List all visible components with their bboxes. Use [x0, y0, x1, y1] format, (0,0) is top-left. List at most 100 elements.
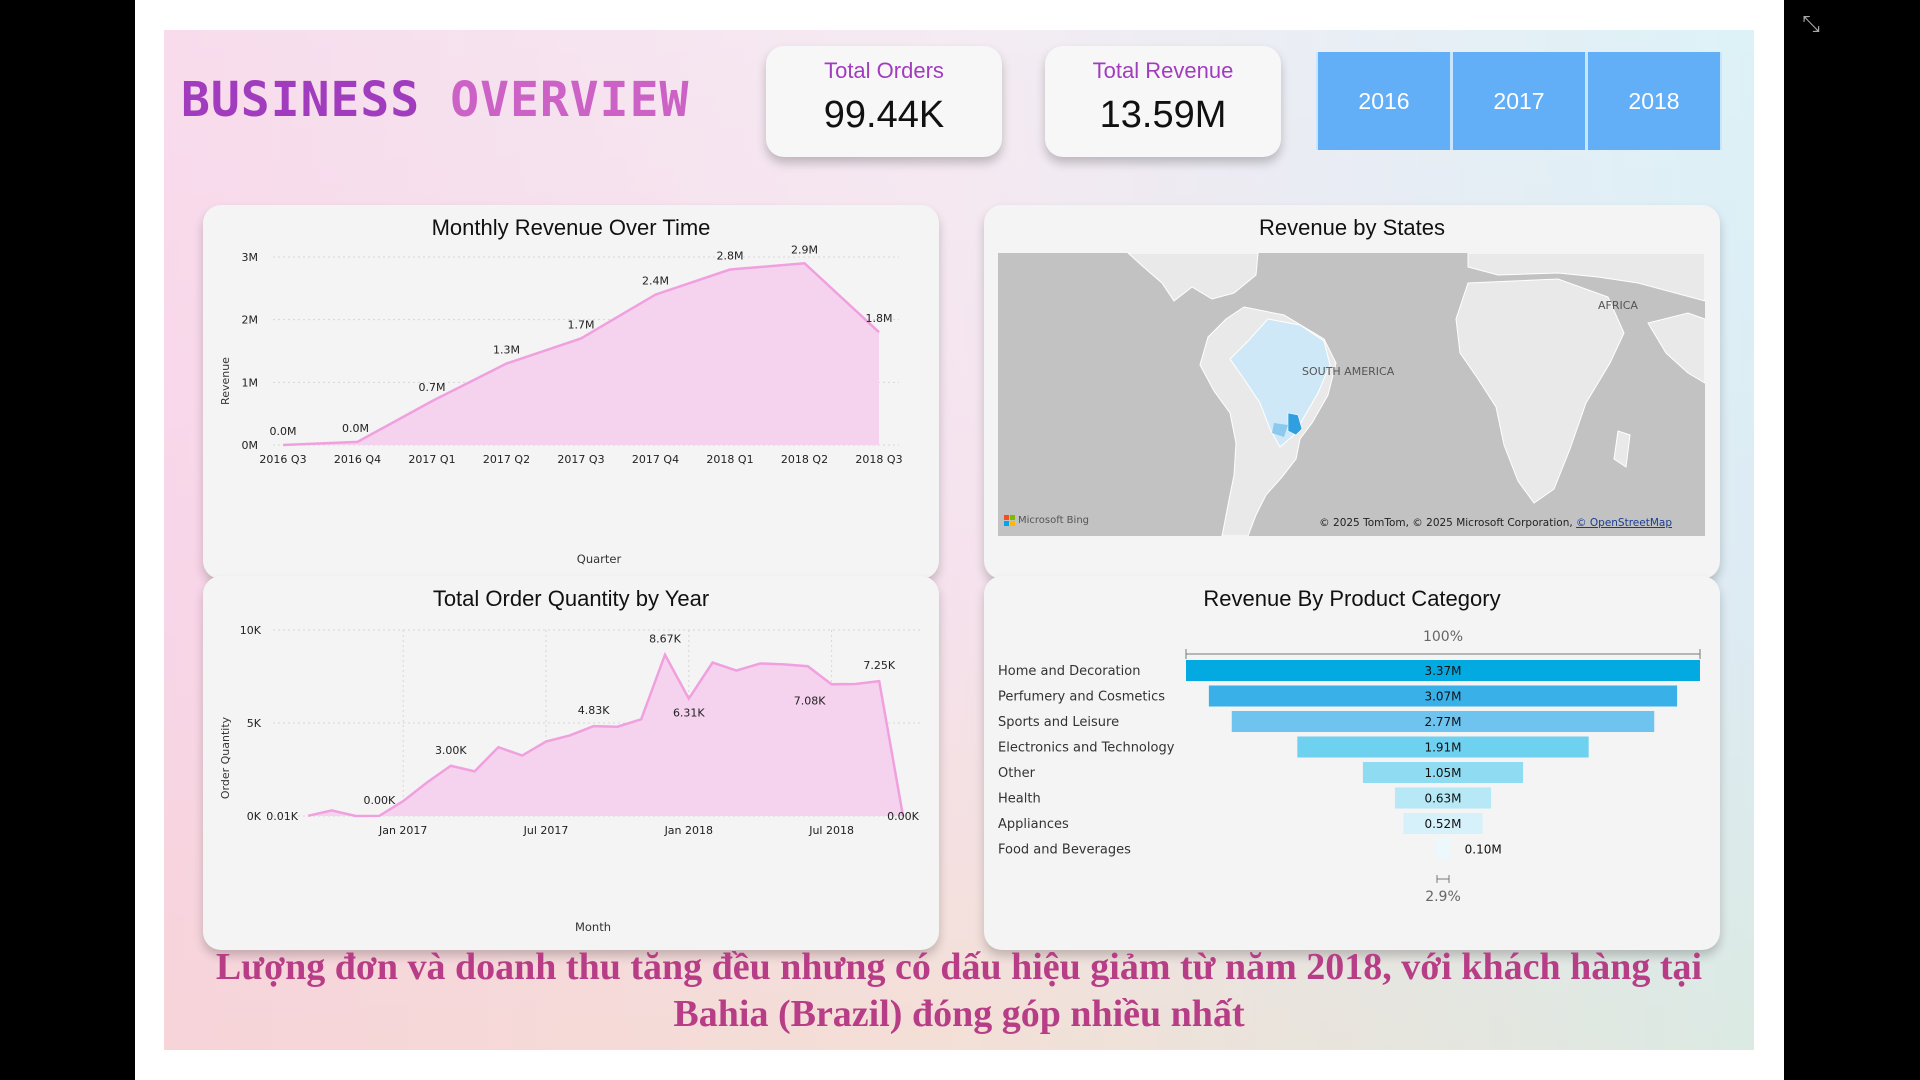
map-provider-label: Microsoft Bing	[1018, 515, 1090, 526]
funnel-bar[interactable]	[1362, 762, 1524, 783]
bing-logo: Microsoft Bing	[1004, 515, 1089, 526]
funnel-bar[interactable]	[1186, 660, 1700, 681]
funnel-bar[interactable]	[1403, 813, 1483, 834]
data-label: 0.0M	[342, 422, 369, 435]
data-label: 0.7M	[419, 381, 446, 394]
funnel-bottom-percent: 2.9%	[1425, 889, 1461, 905]
bar-value-label: 1.05M	[1424, 766, 1461, 780]
map-credit: © 2025 TomTom, © 2025 Microsoft Corporat…	[1319, 517, 1672, 529]
data-label: 1.7M	[568, 318, 595, 331]
card-revenue-states[interactable]: Revenue by States AFRICA SOUTH AMERICA	[984, 205, 1720, 579]
data-label: 6.31K	[673, 707, 705, 720]
x-tick-label: 2018 Q3	[855, 453, 902, 466]
funnel-bar[interactable]	[1435, 838, 1451, 860]
x-tick-label: 2017 Q2	[483, 453, 530, 466]
title-word-business: BUSINESS	[181, 72, 421, 128]
x-tick-label: Jan 2018	[664, 824, 713, 837]
x-tick-label: 2018 Q2	[781, 453, 828, 466]
title-word-overview: OVERVIEW	[450, 72, 690, 128]
x-tick-label: 2017 Q1	[408, 453, 455, 466]
y-axis-label: Order Quantity	[219, 716, 232, 799]
x-tick-label: 2017 Q4	[632, 453, 679, 466]
microsoft-logo-icon	[1004, 515, 1015, 526]
year-button-2016[interactable]: 2016	[1318, 52, 1450, 150]
data-label: 0.00K	[887, 810, 919, 823]
report-page: BUSINESS OVERVIEW Total Orders 99.44K Tot…	[135, 0, 1784, 1080]
data-label: 1.8M	[866, 312, 893, 325]
collapse-arrows-icon[interactable]: ⤡	[1802, 12, 1820, 37]
bar-value-label: 0.52M	[1424, 817, 1461, 831]
category-label: Perfumery and Cosmetics	[998, 690, 1165, 705]
data-label: 7.25K	[863, 659, 895, 672]
data-label: 2.8M	[717, 250, 744, 263]
funnel-bar[interactable]	[1208, 685, 1678, 707]
year-button-2017[interactable]: 2017	[1453, 52, 1585, 150]
x-axis-label: Month	[575, 920, 611, 934]
x-tick-label: 2018 Q1	[706, 453, 753, 466]
page-title: BUSINESS OVERVIEW	[181, 72, 689, 128]
category-label: Health	[998, 792, 1041, 807]
x-tick-label: 2016 Q3	[259, 453, 306, 466]
data-label: 0.0M	[270, 425, 297, 438]
category-label: Home and Decoration	[998, 664, 1140, 679]
map-credit-text: © 2025 TomTom, © 2025 Microsoft Corporat…	[1319, 517, 1573, 529]
data-label: 7.08K	[794, 694, 826, 707]
data-label: 3.00K	[435, 744, 467, 757]
kpi-card-total-orders[interactable]: Total Orders 99.44K	[766, 46, 1002, 157]
chart-title-monthly-revenue: Monthly Revenue Over Time	[431, 215, 711, 240]
category-label: Food and Beverages	[998, 843, 1131, 858]
card-monthly-revenue[interactable]: Monthly Revenue Over Time 0M 1M 2M 3M 2016 …	[203, 205, 939, 579]
card-order-quantity[interactable]: Total Order Quantity by Year 0K 5K 10K Jan…	[203, 576, 939, 950]
funnel-bar[interactable]	[1297, 736, 1589, 758]
bar-value-label: 2.77M	[1424, 715, 1461, 729]
order-quantity-area	[308, 654, 903, 816]
world-map	[1127, 253, 1705, 536]
bar-value-label: 0.63M	[1424, 792, 1461, 806]
y-axis-label: Revenue	[219, 357, 232, 405]
product-category-funnel: 100% Home and Decoration 3.37M Perfumery a…	[998, 629, 1701, 905]
y-tick-label: 5K	[247, 717, 262, 730]
y-tick-label: 0K	[247, 810, 262, 823]
revenue-area	[283, 263, 879, 445]
conclusion-text: Lượng đơn và doanh thu tăng đều nhưng có…	[215, 946, 1703, 1035]
x-tick-label: Jan 2017	[378, 824, 427, 837]
category-label: Electronics and Technology	[998, 741, 1175, 756]
data-label: 2.4M	[642, 275, 669, 288]
kpi-card-total-revenue[interactable]: Total Revenue 13.59M	[1045, 46, 1281, 157]
kpi-value-total-revenue: 13.59M	[1099, 94, 1227, 136]
map-area[interactable]: AFRICA SOUTH AMERICA Microsoft Bing © 20…	[998, 253, 1705, 536]
card-product-category[interactable]: Revenue By Product Category 100% Home an…	[984, 576, 1720, 950]
chart-title-revenue-states: Revenue by States	[1259, 215, 1445, 240]
map-label-africa: AFRICA	[1598, 299, 1638, 312]
year-slicer: 2016 2017 2018	[1316, 52, 1722, 150]
y-tick-label: 1M	[242, 376, 259, 389]
funnel-bar[interactable]	[1394, 787, 1492, 809]
data-label: 0.00K	[364, 794, 396, 807]
report-canvas: BUSINESS OVERVIEW Total Orders 99.44K Tot…	[164, 30, 1754, 1050]
x-tick-label: 2016 Q4	[334, 453, 381, 466]
category-label: Appliances	[998, 817, 1069, 832]
data-label: 0.01K	[266, 810, 298, 823]
bar-value-label: 1.91M	[1424, 741, 1461, 755]
x-tick-label: Jul 2017	[523, 824, 569, 837]
kpi-label-total-revenue: Total Revenue	[1092, 58, 1234, 83]
funnel-bar[interactable]	[1231, 711, 1655, 732]
x-tick-label: 2017 Q3	[557, 453, 604, 466]
x-tick-label: Jul 2018	[808, 824, 854, 837]
data-label: 4.83K	[578, 704, 610, 717]
openstreetmap-link[interactable]: © OpenStreetMap	[1576, 517, 1672, 529]
chart-title-product-category: Revenue By Product Category	[1203, 586, 1501, 611]
y-tick-label: 0M	[242, 439, 259, 452]
monthly-revenue-chart: 0M 1M 2M 3M 2016 Q3 2016 Q4 2017 Q1 2017 Q2 201…	[219, 243, 903, 566]
bar-value-label: 0.10M	[1465, 843, 1502, 857]
category-label: Other	[998, 766, 1036, 781]
bar-value-label: 3.37M	[1424, 664, 1461, 678]
data-label: 1.3M	[493, 344, 520, 357]
y-tick-label: 3M	[242, 251, 259, 264]
year-button-2018[interactable]: 2018	[1588, 52, 1720, 150]
data-label: 2.9M	[791, 243, 818, 256]
kpi-value-total-orders: 99.44K	[823, 94, 945, 136]
map-label-south-america: SOUTH AMERICA	[1302, 365, 1395, 378]
x-axis-label: Quarter	[577, 552, 622, 566]
revenue-line	[282, 261, 880, 447]
